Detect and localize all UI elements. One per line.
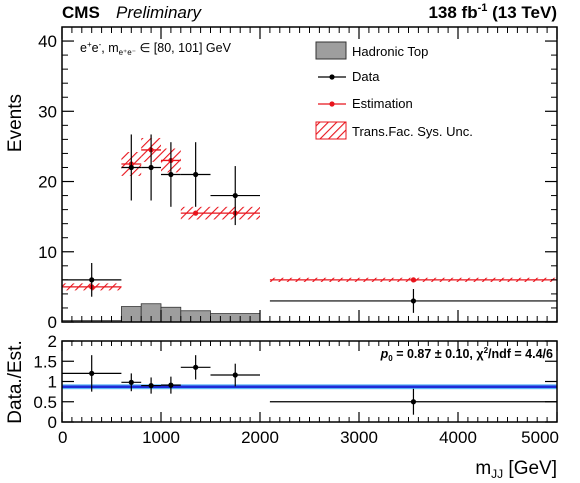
main-y-axis-label: Events bbox=[5, 94, 26, 152]
ratio-point bbox=[89, 370, 95, 376]
estimation-point bbox=[193, 210, 199, 216]
main-y-tick-label: 0 bbox=[48, 313, 57, 332]
data-point bbox=[148, 164, 154, 171]
estimation-point bbox=[410, 277, 417, 283]
main-panel: 0 10 20 30 40 Events e+e-, me⁺e⁻ ∈ [80, 101]… bbox=[5, 26, 558, 332]
legend-label-hadronic-top: Hadronic Top bbox=[352, 44, 428, 59]
data-point bbox=[89, 277, 95, 283]
data-point bbox=[168, 171, 174, 178]
data-point bbox=[193, 171, 199, 178]
selection-label: e+e-, me⁺e⁻ ∈ [80, 101] GeV bbox=[80, 40, 232, 57]
ratio-point bbox=[128, 379, 134, 385]
x-axis-label: mJJ [GeV] bbox=[475, 458, 557, 481]
fit-result-label: p0 = 0.87 ± 0.10, χ2/ndf = 4.4/6 bbox=[380, 346, 553, 363]
ratio-panel: 00.51 1.52 0 1000 2000 3000 4000 5000 Data./Est… bbox=[5, 332, 559, 481]
ratio-point bbox=[410, 399, 417, 405]
ratio-y-tick-label: 0.5 bbox=[33, 393, 57, 412]
x-tick-label: 3000 bbox=[340, 428, 378, 447]
legend-label-sys-unc: Trans.Fac. Sys. Unc. bbox=[352, 124, 473, 139]
legend-swatch-data-marker bbox=[329, 74, 335, 80]
x-tick-label: 1000 bbox=[142, 428, 180, 447]
x-tick-label: 0 bbox=[58, 428, 67, 447]
experiment-label: CMS bbox=[62, 3, 100, 22]
legend-swatch-sys-unc bbox=[315, 121, 347, 140]
x-tick-label: 5000 bbox=[521, 428, 559, 447]
legend: Hadronic Top Data Estimation Trans.Fac. … bbox=[315, 41, 473, 140]
legend-swatch-hadronic-top bbox=[315, 41, 347, 60]
ratio-y-axis-label: Data./Est. bbox=[5, 340, 26, 423]
legend-label-data: Data bbox=[352, 69, 380, 84]
legend-swatch-estimation-marker bbox=[329, 101, 335, 107]
ratio-y-tick-label: 1.5 bbox=[33, 352, 57, 371]
ratio-y-tick-label: 2 bbox=[48, 332, 57, 351]
hadronic-top-bar bbox=[210, 313, 261, 322]
ratio-y-tick-label: 0 bbox=[48, 413, 57, 432]
hadronic-top-bar bbox=[180, 310, 211, 322]
data-point bbox=[232, 192, 238, 199]
ratio-y-tick-label: 1 bbox=[48, 373, 57, 392]
ratio-point bbox=[148, 382, 154, 389]
legend-label-estimation: Estimation bbox=[352, 96, 413, 111]
ratio-point bbox=[232, 372, 238, 378]
data-point bbox=[410, 298, 417, 304]
status-label: Preliminary bbox=[116, 3, 203, 22]
main-plot-frame bbox=[61, 26, 558, 323]
ratio-plot-frame bbox=[61, 340, 558, 423]
x-tick-label: 2000 bbox=[241, 428, 279, 447]
ratio-point bbox=[168, 382, 174, 388]
main-y-tick-label: 20 bbox=[38, 173, 57, 192]
main-y-tick-label: 40 bbox=[38, 32, 57, 51]
main-y-tick-label: 10 bbox=[38, 243, 57, 262]
main-y-tick-label: 30 bbox=[38, 102, 57, 121]
data-point bbox=[128, 164, 134, 171]
x-tick-label: 4000 bbox=[439, 428, 477, 447]
luminosity-label: 138 fb-1 (13 TeV) bbox=[428, 2, 557, 22]
plot-header: CMS Preliminary 138 fb-1 (13 TeV) bbox=[62, 2, 557, 22]
ratio-point bbox=[193, 364, 199, 370]
